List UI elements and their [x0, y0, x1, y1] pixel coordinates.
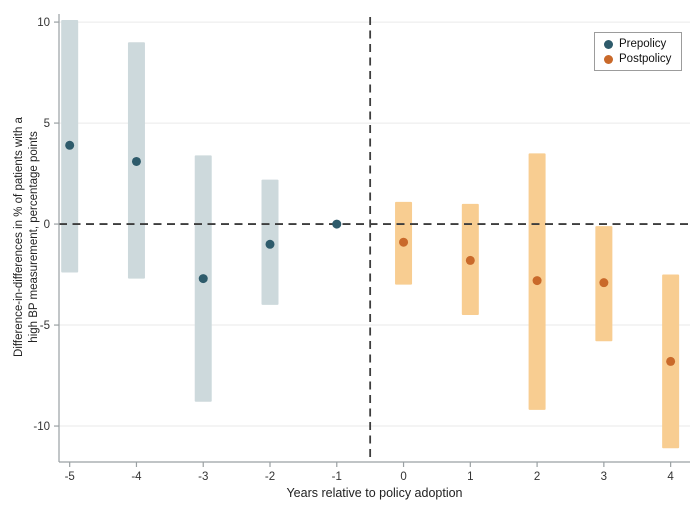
x-tick-label: 3 [601, 471, 607, 483]
legend: Prepolicy Postpolicy [594, 32, 683, 71]
estimate-dot-postpolicy [599, 278, 609, 288]
x-tick-label: -2 [265, 471, 275, 483]
prepolicy-dot-icon [604, 39, 613, 49]
estimate-dot-prepolicy [198, 274, 208, 284]
legend-item-prepolicy: Prepolicy [604, 38, 671, 50]
estimate-dot-prepolicy [65, 140, 75, 150]
estimate-dot-prepolicy [265, 239, 275, 249]
y-tick-label: -5 [40, 320, 50, 332]
x-tick-label: -3 [198, 471, 208, 483]
legend-item-postpolicy: Postpolicy [604, 53, 671, 65]
y-tick-label: -10 [33, 421, 50, 433]
x-tick-label: -5 [65, 471, 75, 483]
estimate-dot-postpolicy [399, 237, 409, 247]
estimate-dot-postpolicy [465, 255, 475, 265]
x-axis-title: Years relative to policy adoption [286, 486, 463, 500]
x-tick-label: 0 [400, 471, 406, 483]
y-axis-title-line1: Difference-in-differences in % of patien… [12, 117, 25, 357]
x-tick-label: -4 [131, 471, 142, 483]
estimate-dot-prepolicy [131, 156, 141, 166]
y-axis-title-line2: high BP measurement, percentage points [28, 131, 40, 343]
legend-label-postpolicy: Postpolicy [619, 53, 672, 65]
postpolicy-dot-icon [604, 54, 613, 64]
estimate-dot-postpolicy [666, 356, 676, 366]
y-axis-title: Difference-in-differences in % of patien… [12, 117, 42, 357]
y-tick-label: 10 [37, 17, 50, 29]
estimate-dot-prepolicy [332, 219, 342, 229]
x-tick-label: -1 [332, 471, 342, 483]
x-tick-label: 1 [467, 471, 473, 483]
y-tick-label: 0 [44, 219, 50, 231]
x-tick-label: 4 [667, 471, 674, 483]
estimate-dot-postpolicy [532, 276, 542, 286]
legend-label-prepolicy: Prepolicy [619, 38, 667, 50]
x-tick-label: 2 [534, 471, 540, 483]
y-tick-label: 5 [44, 118, 50, 130]
